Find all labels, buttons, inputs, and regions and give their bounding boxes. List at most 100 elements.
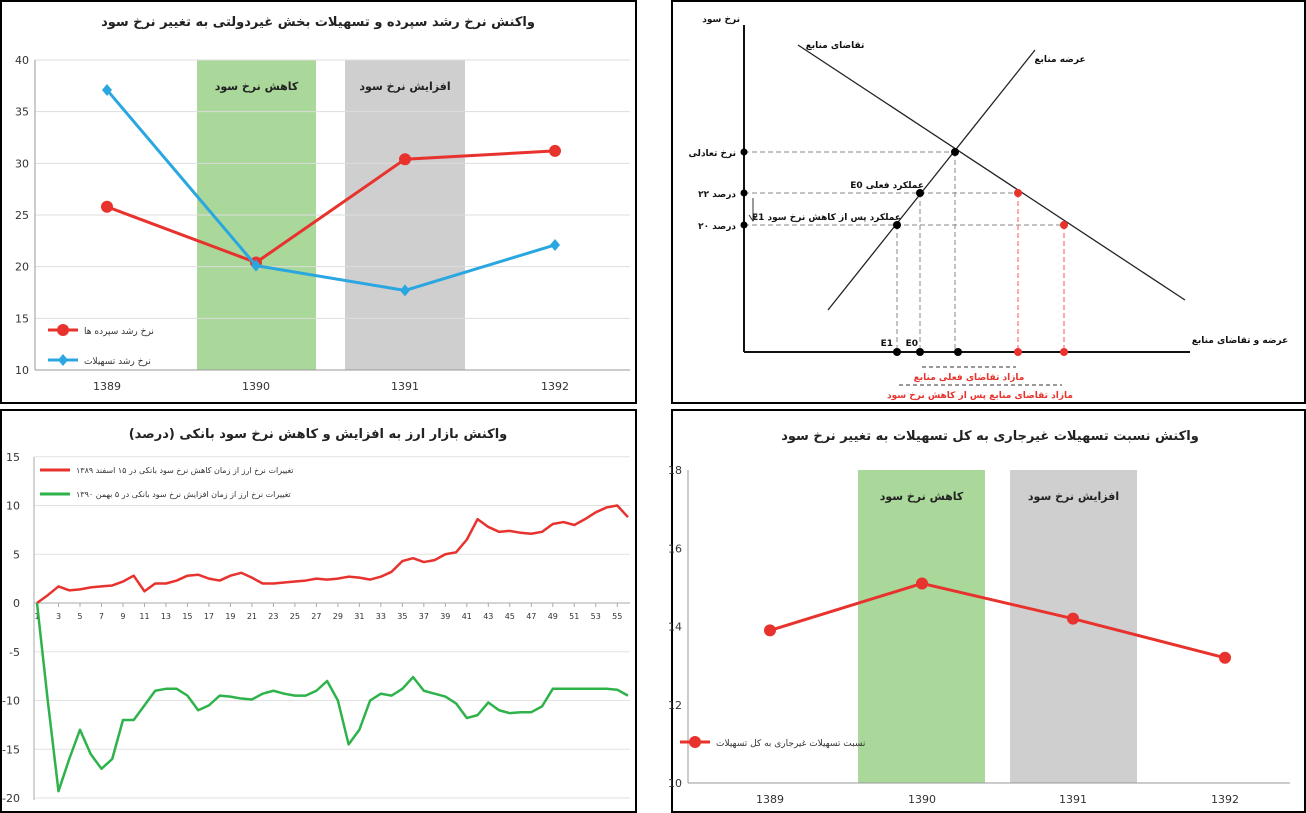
e1-axis-label: E1: [881, 339, 893, 349]
shaded-band: [858, 470, 985, 783]
y-tick-label: -20: [2, 792, 20, 805]
rate-label: نرخ تعادلی: [688, 149, 736, 159]
x-tick-label: 15: [182, 612, 192, 621]
legend-label: نرخ رشد سپرده ها: [84, 327, 154, 337]
excess-after-label: مازاد تقاضای منابع پس از کاهش نرخ سود: [887, 391, 1073, 401]
x-tick-label: 47: [526, 612, 536, 621]
x-tick-label: 1389: [756, 793, 784, 806]
x-tick-label: 39: [440, 612, 450, 621]
panel-fx-market-reaction: [0, 409, 637, 813]
y-tick-label: 16: [668, 542, 682, 555]
supply-label: عرضه منابع: [1034, 55, 1085, 65]
legend-marker: [58, 354, 68, 366]
rate-label: ۲۲ درصد: [698, 190, 736, 200]
legend-label: نرخ رشد تسهیلات: [84, 357, 151, 367]
x-axis-point: [893, 348, 901, 356]
rate-label: ۲۰ درصد: [698, 222, 736, 232]
x-tick-label: 43: [483, 612, 493, 621]
x-tick-label: 25: [290, 612, 300, 621]
x-tick-label: 3: [56, 612, 61, 621]
e1-label: E1 عملکرد پس از کاهش نرخ سود: [752, 213, 901, 223]
legend-label: نسبت تسهیلات غیرجاری به کل تسهیلات: [716, 739, 865, 749]
y-tick-label: 12: [668, 699, 682, 712]
series-line: [36, 504, 629, 605]
shaded-band: [1010, 470, 1137, 783]
series-line: [769, 581, 1226, 660]
x-tick-label: 1392: [541, 380, 569, 393]
y-tick-label: -15: [2, 743, 20, 756]
supply-curve: [827, 49, 1036, 311]
y-axis-label: نرخ سود: [702, 15, 740, 25]
axis-point: [740, 148, 748, 156]
data-point: [1067, 612, 1079, 625]
y-tick-label: 10: [6, 500, 20, 513]
down-arrow-head-icon: [748, 214, 758, 222]
data-point: [1219, 651, 1231, 664]
y-tick-label: 18: [668, 464, 682, 477]
panel-supply-demand-diagram: [671, 0, 1306, 404]
x-tick-label: 7: [99, 612, 104, 621]
chart-fx-reaction: واکنش بازار ارز به افزایش و کاهش نرخ سود…: [2, 427, 630, 805]
x-tick-label: 19: [225, 612, 235, 621]
equilibrium-point: [951, 148, 959, 156]
x-axis-point: [916, 348, 924, 356]
chart-deposit-loan-growth: واکنش نرخ رشد سپرده و تسهیلات بخش غیردول…: [15, 15, 630, 393]
band-label: کاهش نرخ سود: [215, 80, 299, 93]
e0-label: E0 عملکرد فعلی: [850, 181, 924, 191]
x-axis-label: عرضه و تقاضای منابع: [1192, 336, 1289, 346]
legend-label: تغییرات نرخ ارز از زمان افزایش نرخ سود ب…: [76, 490, 291, 499]
panel-deposit-loan-growth: [0, 0, 637, 404]
demand-point-22: [1014, 189, 1022, 197]
series-line: [105, 88, 556, 292]
data-point: [101, 200, 113, 213]
x-tick-label: 45: [505, 612, 515, 621]
data-point: [550, 238, 560, 251]
legend-marker: [689, 736, 701, 748]
legend-marker: [57, 324, 69, 336]
demand-curve: [797, 44, 1186, 301]
x-tick-label: 1392: [1211, 793, 1239, 806]
x-tick-label: 21: [247, 612, 257, 621]
band-label: افزایش نرخ سود: [1028, 490, 1119, 503]
axis-point: [740, 221, 748, 229]
legend-label: تغییرات نرخ ارز از زمان کاهش نرخ سود بان…: [76, 466, 294, 475]
y-tick-label: 40: [15, 54, 29, 67]
series-line: [35, 602, 629, 793]
e0-point: [916, 189, 924, 197]
y-tick-label: 15: [15, 312, 29, 325]
x-tick-label: 5: [77, 612, 82, 621]
x-tick-label: 1391: [1059, 793, 1087, 806]
data-point: [399, 153, 411, 166]
demand-label: تقاضای منابع: [806, 41, 865, 51]
x-tick-label: 53: [591, 612, 601, 621]
x-tick-label: 41: [462, 612, 472, 621]
data-point: [549, 144, 561, 157]
x-axis-point: [1060, 348, 1068, 356]
series-line: [106, 149, 556, 265]
x-tick-label: 37: [419, 612, 429, 621]
data-point: [400, 284, 410, 297]
y-tick-label: 25: [15, 209, 29, 222]
demand-point-20: [1060, 221, 1068, 229]
x-tick-label: 29: [333, 612, 343, 621]
x-tick-label: 1389: [93, 380, 121, 393]
chart-title: واکنش نرخ رشد سپرده و تسهیلات بخش غیردول…: [101, 15, 535, 30]
y-tick-label: -5: [9, 646, 20, 659]
panel-npl-ratio: [671, 409, 1306, 813]
x-tick-label: 17: [204, 612, 214, 621]
x-tick-label: 1: [34, 612, 39, 621]
data-point: [102, 83, 112, 96]
y-tick-label: 30: [15, 157, 29, 170]
diagram-supply-demand: نرخ سود عرضه و تقاضای منابع تقاضای منابع عر…: [688, 15, 1288, 401]
e0-axis-label: E0: [906, 339, 918, 349]
x-tick-label: 1391: [391, 380, 419, 393]
band-label: افزایش نرخ سود: [359, 80, 450, 93]
x-tick-label: 33: [376, 612, 386, 621]
chart-title: واکنش بازار ارز به افزایش و کاهش نرخ سود…: [129, 427, 508, 442]
x-tick-label: 31: [354, 612, 364, 621]
x-tick-label: 13: [161, 612, 171, 621]
data-point: [764, 624, 776, 637]
x-tick-label: 9: [120, 612, 125, 621]
x-tick-label: 51: [569, 612, 579, 621]
excess-current-label: مازاد تقاضای فعلی منابع: [914, 373, 1025, 383]
